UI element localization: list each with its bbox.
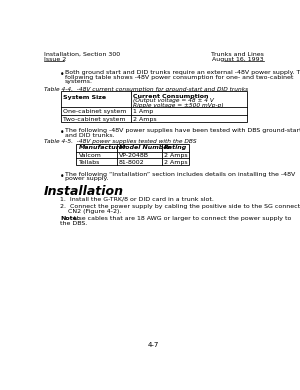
Text: 2.  Connect the power supply by cabling the positive side to the SG connector on: 2. Connect the power supply by cabling t… xyxy=(60,204,300,209)
Text: VP-2048B: VP-2048B xyxy=(119,153,149,158)
Text: CN2 (Figure 4-2).: CN2 (Figure 4-2). xyxy=(68,209,121,213)
Text: 4-7: 4-7 xyxy=(148,342,159,348)
Text: Trunks and Lines: Trunks and Lines xyxy=(211,52,264,57)
Text: Model Number: Model Number xyxy=(119,145,170,151)
Text: •: • xyxy=(60,172,64,181)
Text: 2 Amps: 2 Amps xyxy=(164,153,188,158)
Text: the DBS.: the DBS. xyxy=(60,221,87,226)
Text: Installation: Installation xyxy=(44,185,124,199)
Text: Valcom: Valcom xyxy=(79,153,101,158)
Text: •: • xyxy=(60,128,64,137)
Text: power supply.: power supply. xyxy=(64,176,108,181)
Text: Manufacturer: Manufacturer xyxy=(79,145,127,151)
Text: Table 4-4.  -48V current consumption for ground-start and DID trunks: Table 4-4. -48V current consumption for … xyxy=(44,87,248,92)
Text: Use cables that are 18 AWG or larger to connect the power supply to: Use cables that are 18 AWG or larger to … xyxy=(72,216,291,221)
Text: Two-cabinet system: Two-cabinet system xyxy=(63,117,126,122)
Text: One-cabinet system: One-cabinet system xyxy=(63,109,127,114)
Text: 2 Amps: 2 Amps xyxy=(133,117,157,122)
Text: The following “Installation” section includes details on installing the -48V: The following “Installation” section inc… xyxy=(64,172,295,177)
Text: The following -48V power supplies have been tested with DBS ground-start: The following -48V power supplies have b… xyxy=(64,128,300,133)
Bar xyxy=(61,92,247,122)
Text: Ripple voltage = ±500 mVp-p): Ripple voltage = ±500 mVp-p) xyxy=(133,103,224,108)
Text: (Output voltage = 48 ± 4 V: (Output voltage = 48 ± 4 V xyxy=(133,98,214,103)
Text: Issue 2: Issue 2 xyxy=(44,57,66,62)
Text: Note:: Note: xyxy=(60,216,80,221)
Text: and DID trunks.: and DID trunks. xyxy=(64,133,114,138)
Text: 2 Amps: 2 Amps xyxy=(164,160,188,165)
Bar xyxy=(76,144,189,165)
Text: Both ground start and DID trunks require an external -48V power supply. The: Both ground start and DID trunks require… xyxy=(64,70,300,75)
Text: Current Consumption: Current Consumption xyxy=(133,94,208,99)
Text: Installation, Section 300: Installation, Section 300 xyxy=(44,52,120,57)
Text: •: • xyxy=(60,70,64,79)
Text: following table shows -48V power consumption for one- and two-cabinet: following table shows -48V power consump… xyxy=(64,74,293,80)
Text: Tellabs: Tellabs xyxy=(79,160,100,165)
Text: 1 Amp: 1 Amp xyxy=(133,109,153,114)
Text: Rating: Rating xyxy=(164,145,187,151)
Text: System Size: System Size xyxy=(63,95,106,100)
Text: 1.  Install the G-TRK/8 or DID card in a trunk slot.: 1. Install the G-TRK/8 or DID card in a … xyxy=(60,196,214,201)
Text: systems.: systems. xyxy=(64,79,93,84)
Text: Table 4-5.  -48V power supplies tested with the DBS: Table 4-5. -48V power supplies tested wi… xyxy=(44,139,196,144)
Text: 81-8002: 81-8002 xyxy=(119,160,145,165)
Text: August 16, 1993: August 16, 1993 xyxy=(212,57,264,62)
